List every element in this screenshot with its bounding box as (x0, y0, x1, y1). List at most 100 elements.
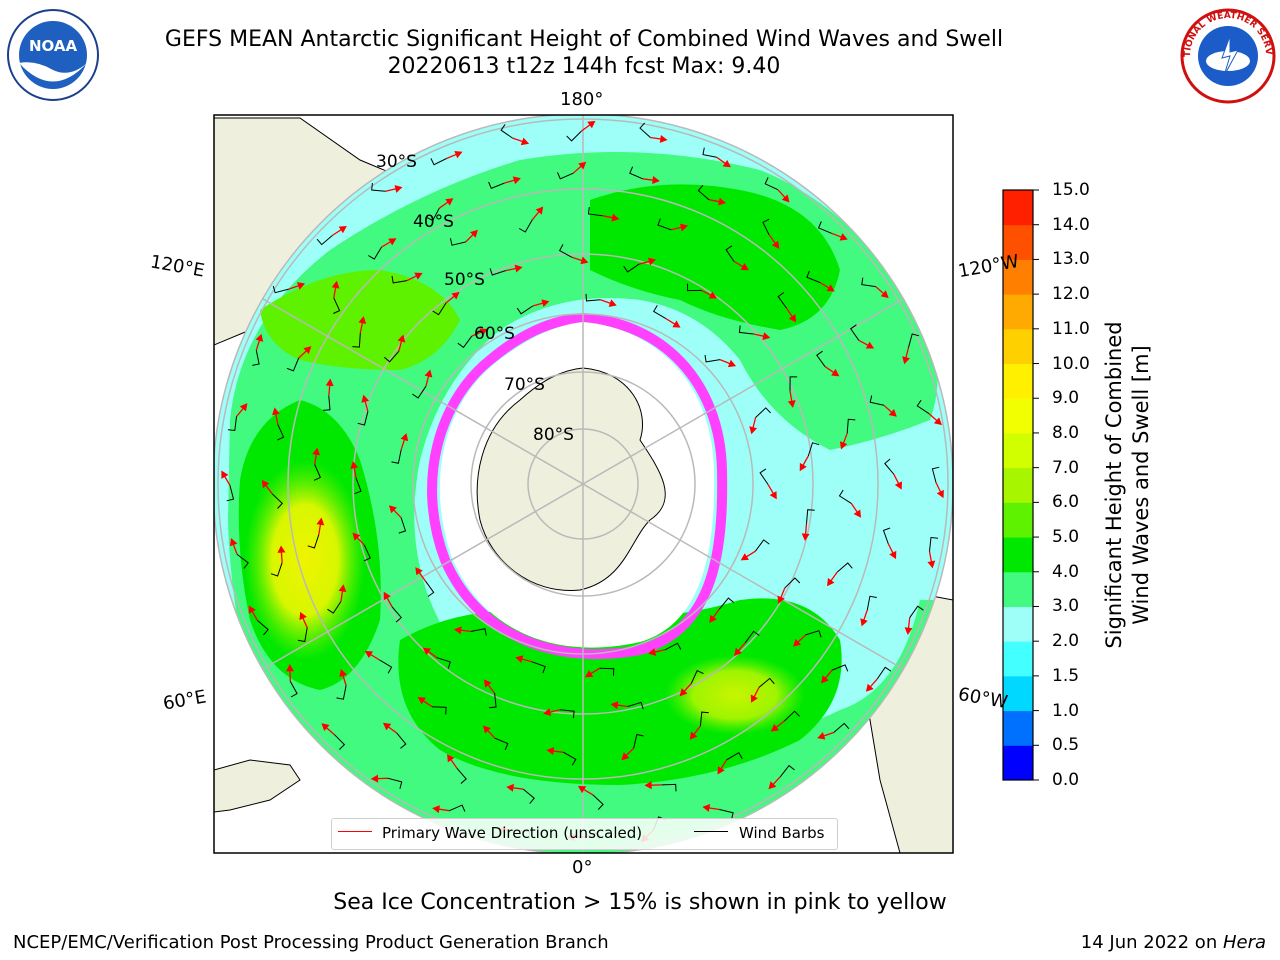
lat-label-60s: 60°S (474, 324, 515, 344)
wind-barb (744, 630, 760, 643)
wave-direction-arrow (370, 774, 389, 783)
wave-direction-arrow (381, 238, 397, 248)
wind-barb (697, 184, 710, 201)
wind-barb (861, 277, 876, 288)
colorbar-tick-label: 5.0 (1052, 527, 1080, 548)
wave-direction-arrow (768, 234, 780, 249)
wave-direction-arrow (719, 358, 737, 368)
wave-direction-arrow (571, 256, 589, 265)
wind-barb (488, 181, 505, 190)
noaa-logo: NOAA (7, 9, 99, 101)
wave-direction-arrow (927, 551, 936, 569)
wave-direction-arrow (298, 346, 312, 359)
colorbar-segment (1003, 606, 1033, 642)
wind-barb (916, 399, 930, 415)
wind-barb (719, 809, 734, 820)
wind-barb (563, 751, 577, 766)
wave-direction-arrow (709, 608, 721, 623)
wave-direction-arrow (447, 754, 458, 769)
colorbar-tick-label: 12.0 (1052, 284, 1090, 305)
wind-barb (336, 685, 347, 700)
wave-direction-arrow (358, 316, 367, 334)
colorbar-segment (1003, 745, 1033, 781)
noaa-logo-text: NOAA (29, 37, 78, 55)
wind-barb (236, 554, 249, 569)
wind-barb (425, 580, 435, 597)
wave-direction-arrow (902, 347, 910, 365)
wave-direction-arrow (506, 783, 524, 792)
wind-barb (371, 182, 386, 192)
colorbar-segment (1003, 398, 1033, 434)
wave-direction-arrow (670, 223, 689, 232)
wave-direction-arrow (639, 257, 656, 266)
wave-direction-arrow (767, 484, 777, 500)
wind-barb (592, 794, 604, 810)
wind-barb (471, 628, 487, 636)
wind-barb (516, 305, 533, 315)
wave-direction-arrow (321, 723, 335, 736)
wave-direction-arrow (465, 229, 478, 243)
wave-direction-arrow (799, 455, 809, 472)
wave-direction-arrow (831, 232, 848, 241)
wind-barb (876, 666, 892, 680)
wind-barb (363, 544, 371, 562)
wind-barb (702, 147, 717, 158)
footer-left: NCEP/EMC/Verification Post Processing Pr… (13, 932, 609, 953)
wind-barb (738, 325, 754, 335)
wind-barb (391, 606, 403, 623)
wave-direction-arrow (827, 571, 838, 587)
wind-barb (664, 642, 682, 651)
wind-barb (227, 416, 237, 432)
wind-barb (436, 657, 451, 669)
wave-direction-arrow (819, 281, 835, 292)
wind-barb (755, 407, 771, 418)
wind-barb (719, 597, 735, 610)
colorbar-tick-label: 1.0 (1052, 700, 1080, 721)
wave-direction-arrow (650, 135, 668, 143)
wave-direction-arrow (432, 805, 450, 814)
wave-max-south (665, 655, 805, 735)
wind-barb (489, 268, 506, 276)
wind-barb (334, 734, 346, 750)
wave-direction-arrow (424, 369, 433, 387)
wind-barb (297, 627, 308, 643)
wave-direction-arrow (277, 545, 286, 563)
wind-barb (784, 577, 801, 589)
sea-ice-edge (427, 312, 728, 660)
lat-label-50s: 50°S (444, 270, 485, 290)
legend-wind-label: Wind Barbs (739, 824, 825, 842)
wind-barb (587, 207, 603, 217)
wind-barb (276, 424, 285, 441)
wave-band-4m-south (398, 598, 842, 785)
wave-direction-arrow (733, 260, 749, 271)
wave-direction-arrow (397, 334, 406, 352)
colorbar-tick-label: 4.0 (1052, 561, 1080, 582)
wind-barb (629, 166, 643, 180)
wave-direction-arrow (935, 482, 944, 499)
wind-barb (379, 659, 393, 674)
wind-barb (252, 350, 260, 366)
wind-barb (383, 350, 400, 363)
wind-barb (633, 733, 644, 749)
wave-band-4m-west (260, 270, 460, 370)
wind-barb (690, 670, 704, 684)
colorbar-tick-label: 1.5 (1052, 665, 1080, 686)
sea-ice-note: Sea Ice Concentration > 15% is shown in … (333, 890, 947, 915)
wind-barb (687, 283, 702, 292)
wind-barb (833, 722, 850, 733)
wind-barb (557, 172, 574, 180)
wind-barb (396, 732, 407, 749)
wave-direction-arrow (793, 634, 807, 647)
wave-direction-arrow (482, 725, 496, 739)
wave-direction-arrow (875, 286, 889, 299)
wave-direction-arrow (642, 176, 660, 185)
wind-barb (272, 285, 289, 294)
land-africa (214, 759, 301, 813)
colorbar-frame (1002, 189, 1034, 781)
wind-barb (882, 527, 891, 544)
colorbar-tick-label: 13.0 (1052, 249, 1090, 270)
wind-barb (368, 246, 382, 260)
wave-direction-arrow (546, 747, 564, 755)
lat-label-70s: 70°S (504, 375, 545, 395)
wave-direction-arrow (716, 156, 731, 168)
